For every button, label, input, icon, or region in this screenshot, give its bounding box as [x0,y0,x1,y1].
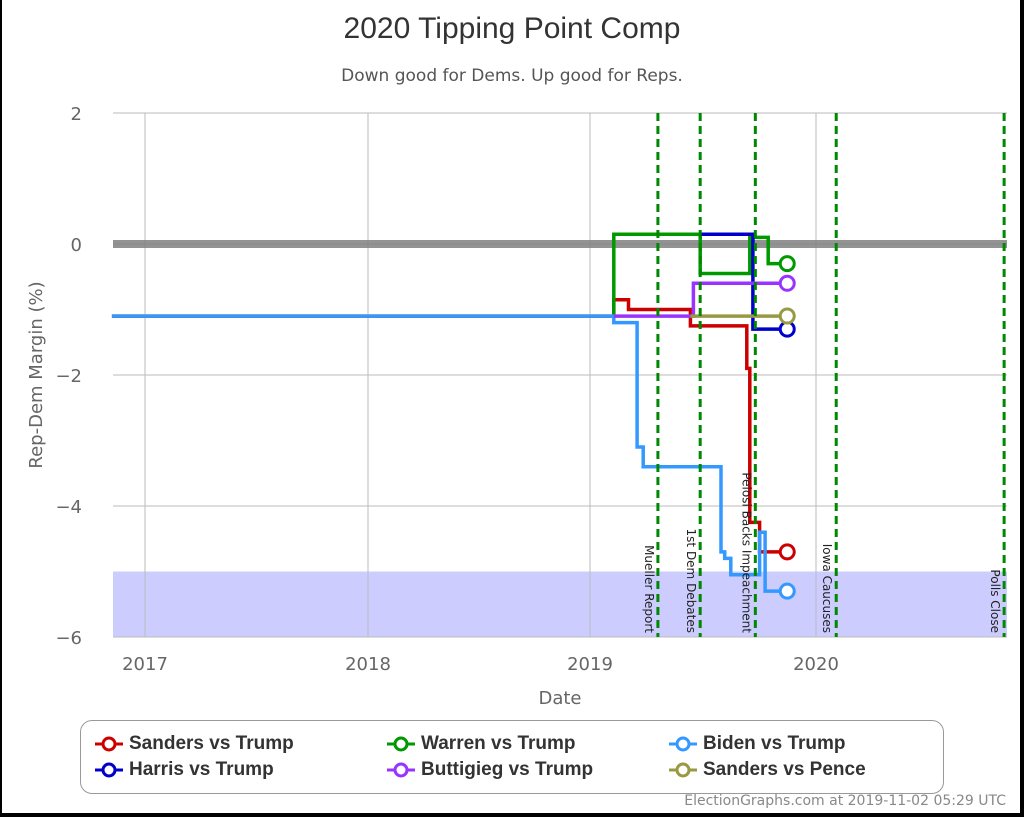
legend-item[interactable]: Harris vs Trump [95,759,274,781]
legend-label: Harris vs Trump [129,759,274,780]
series-line [613,281,780,318]
legend: Sanders vs Trump Warren vs Trump Biden v… [80,720,944,794]
series-endpoint-marker[interactable] [778,543,796,561]
legend-item[interactable]: Biden vs Trump [669,733,846,755]
legend-item[interactable]: Sanders vs Trump [95,733,294,755]
x-tick-label: 2018 [345,654,391,675]
legend-marker-icon [95,762,123,778]
event-label: Iowa Caucuses [820,544,834,633]
legend-label: Biden vs Trump [703,733,846,754]
event-label: Mueller Report [642,545,656,633]
legend-item[interactable]: Warren vs Trump [387,733,576,755]
legend-label: Warren vs Trump [421,733,576,754]
legend-marker-icon [95,736,123,752]
event-label: 1st Dem Debates [684,529,698,633]
y-tick-label: 2 [71,104,82,125]
x-tick-label: 2017 [122,654,168,675]
chart-title: 2020 Tipping Point Comp [343,12,681,45]
legend-label: Buttigieg vs Trump [421,759,594,780]
shaded-band [113,571,1007,637]
x-axis-label: Date [538,688,581,709]
y-tick-label: −6 [55,628,82,649]
series-endpoint-marker[interactable] [778,307,796,325]
legend-marker-icon [669,736,697,752]
legend-item[interactable]: Buttigieg vs Trump [387,759,593,781]
y-axis-label: Rep-Dem Margin (%) [26,281,47,468]
series-endpoint-marker[interactable] [778,582,796,600]
legend-label: Sanders vs Trump [129,733,294,754]
legend-marker-icon [387,762,415,778]
series-line [111,314,780,593]
event-label: Pelosi Backs Impeachment [739,472,753,633]
legend-label: Sanders vs Pence [703,759,866,780]
series-line [111,297,780,554]
x-tick-label: 2020 [793,654,839,675]
y-tick-label: −4 [55,497,82,518]
series-endpoint-marker[interactable] [778,274,796,292]
legend-marker-icon [387,736,415,752]
series-line [612,232,780,317]
legend-item[interactable]: Sanders vs Pence [669,759,866,781]
event-label: Polls Close [988,569,1002,633]
x-tick-label: 2019 [567,654,613,675]
series-endpoint-marker[interactable] [778,255,796,273]
y-tick-label: 0 [71,235,82,256]
legend-marker-icon [669,762,697,778]
credit-text: ElectionGraphs.com at 2019-11-02 05:29 U… [684,793,1006,809]
chart-subtitle: Down good for Dems. Up good for Reps. [341,66,683,86]
y-tick-label: −2 [55,366,82,387]
